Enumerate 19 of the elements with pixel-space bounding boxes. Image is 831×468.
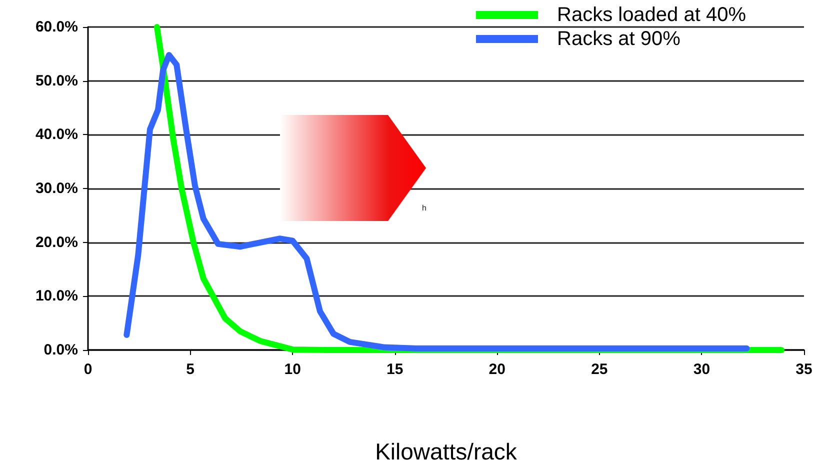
x-tick-label: 20	[488, 361, 506, 378]
x-tick-label: 5	[186, 361, 194, 378]
legend-label: Racks at 90%	[556, 28, 681, 50]
legend-label: Racks loaded at 40%	[556, 4, 746, 26]
x-axis-title: Kilowatts/rack	[375, 438, 518, 464]
y-tick-label: 60.0%	[35, 18, 78, 36]
x-tick-label: 15	[386, 361, 404, 378]
x-tick-label: 10	[284, 361, 301, 378]
y-tick-label: 40.0%	[35, 126, 78, 144]
x-tick-label: 30	[693, 361, 710, 378]
x-tick-label: 35	[796, 361, 812, 378]
y-tick-label: 10.0%	[35, 288, 78, 305]
annotation: h	[422, 204, 426, 212]
y-tick-label: 20.0%	[35, 234, 78, 251]
y-tick-label: 30.0%	[35, 180, 78, 197]
x-tick-label: 25	[591, 361, 608, 378]
x-tick-label: 0	[84, 361, 92, 378]
y-tick-label: 0.0%	[44, 342, 78, 358]
y-tick-label: 50.0%	[35, 72, 78, 90]
